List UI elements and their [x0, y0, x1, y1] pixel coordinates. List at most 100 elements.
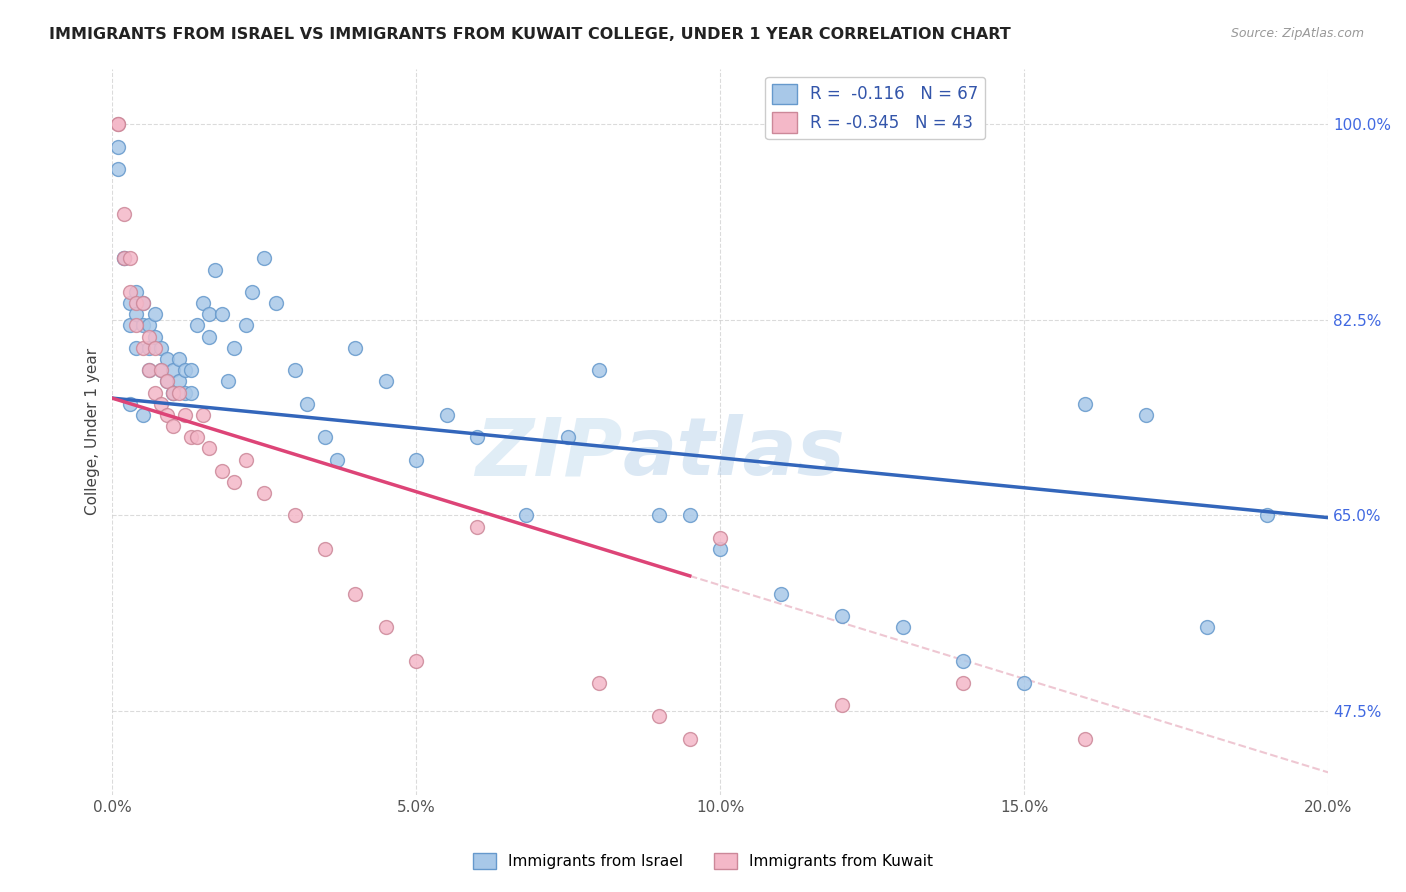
Point [769, 586, 792, 600]
Point [557, 430, 579, 444]
Point [831, 698, 853, 713]
Point [1074, 397, 1097, 411]
Point [112, 252, 135, 266]
Point [112, 252, 135, 266]
Point [143, 341, 166, 355]
Point [162, 419, 184, 434]
Point [679, 508, 702, 523]
Point [264, 296, 287, 310]
Point [162, 363, 184, 377]
Point [253, 486, 276, 500]
Point [314, 541, 336, 556]
Point [131, 408, 153, 422]
Point [211, 307, 233, 321]
Point [138, 318, 160, 333]
Point [149, 397, 172, 411]
Point [1012, 676, 1035, 690]
Point [235, 452, 257, 467]
Point [211, 464, 233, 478]
Point [204, 262, 226, 277]
Point [138, 329, 160, 343]
Point [120, 397, 142, 411]
Point [131, 296, 153, 310]
Legend: R =  -0.116   N = 67, R = -0.345   N = 43: R = -0.116 N = 67, R = -0.345 N = 43 [765, 77, 986, 139]
Point [107, 162, 129, 177]
Point [1074, 731, 1097, 746]
Legend: Immigrants from Israel, Immigrants from Kuwait: Immigrants from Israel, Immigrants from … [467, 847, 939, 875]
Point [588, 363, 610, 377]
Point [167, 375, 190, 389]
Point [143, 307, 166, 321]
Text: ZIP: ZIP [475, 415, 623, 492]
Point [138, 363, 160, 377]
Point [344, 341, 367, 355]
Point [120, 252, 142, 266]
Point [112, 252, 135, 266]
Point [125, 307, 148, 321]
Point [167, 385, 190, 400]
Point [162, 385, 184, 400]
Point [326, 452, 349, 467]
Point [131, 341, 153, 355]
Point [143, 329, 166, 343]
Point [1195, 620, 1218, 634]
Point [149, 363, 172, 377]
Point [344, 586, 367, 600]
Point [138, 341, 160, 355]
Point [125, 285, 148, 299]
Point [125, 296, 148, 310]
Point [374, 620, 396, 634]
Point [167, 351, 190, 366]
Point [465, 519, 488, 533]
Point [125, 341, 148, 355]
Text: IMMIGRANTS FROM ISRAEL VS IMMIGRANTS FROM KUWAIT COLLEGE, UNDER 1 YEAR CORRELATI: IMMIGRANTS FROM ISRAEL VS IMMIGRANTS FRO… [49, 27, 1011, 42]
Point [156, 351, 179, 366]
Point [588, 676, 610, 690]
Point [174, 363, 197, 377]
Point [107, 139, 129, 153]
Point [156, 375, 179, 389]
Point [198, 442, 221, 456]
Point [149, 341, 172, 355]
Text: atlas: atlas [623, 415, 845, 492]
Point [156, 375, 179, 389]
Point [831, 609, 853, 624]
Point [648, 709, 671, 723]
Point [112, 207, 135, 221]
Point [120, 318, 142, 333]
Point [180, 363, 202, 377]
Point [198, 329, 221, 343]
Point [120, 296, 142, 310]
Point [952, 676, 974, 690]
Point [374, 375, 396, 389]
Point [222, 475, 245, 489]
Point [222, 341, 245, 355]
Point [515, 508, 537, 523]
Point [709, 541, 731, 556]
Point [174, 408, 197, 422]
Point [295, 397, 318, 411]
Point [198, 307, 221, 321]
Point [149, 363, 172, 377]
Point [436, 408, 458, 422]
Point [1135, 408, 1157, 422]
Point [193, 408, 215, 422]
Point [240, 285, 263, 299]
Point [283, 363, 305, 377]
Point [679, 731, 702, 746]
Point [465, 430, 488, 444]
Point [107, 117, 129, 131]
Point [314, 430, 336, 444]
Point [405, 654, 427, 668]
Point [1256, 508, 1278, 523]
Point [125, 318, 148, 333]
Point [952, 654, 974, 668]
Point [120, 285, 142, 299]
Point [143, 385, 166, 400]
Point [253, 252, 276, 266]
Point [709, 531, 731, 545]
Point [193, 296, 215, 310]
Point [131, 296, 153, 310]
Text: Source: ZipAtlas.com: Source: ZipAtlas.com [1230, 27, 1364, 40]
Point [648, 508, 671, 523]
